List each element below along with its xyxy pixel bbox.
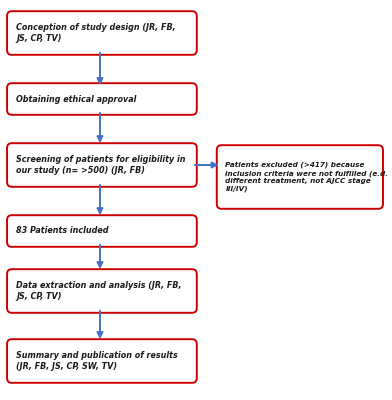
Text: Patients excluded (>417) because
inclusion criteria were not fulfilled (e.d.
dif: Patients excluded (>417) because inclusi… [225,162,388,192]
Text: Summary and publication of results
(JR, FB, JS, CP, SW, TV): Summary and publication of results (JR, … [16,351,178,371]
FancyBboxPatch shape [7,215,197,247]
FancyBboxPatch shape [7,83,197,115]
Text: 83 Patients included: 83 Patients included [16,226,109,236]
FancyBboxPatch shape [7,143,197,187]
FancyBboxPatch shape [217,145,383,209]
Text: Conception of study design (JR, FB,
JS, CP, TV): Conception of study design (JR, FB, JS, … [16,23,176,43]
Text: Obtaining ethical approval: Obtaining ethical approval [16,94,137,104]
FancyBboxPatch shape [7,269,197,313]
FancyBboxPatch shape [7,339,197,383]
FancyBboxPatch shape [7,11,197,55]
Text: Screening of patients for eligibility in
our study (n= >500) (JR, FB): Screening of patients for eligibility in… [16,155,186,175]
Text: Data extraction and analysis (JR, FB,
JS, CP, TV): Data extraction and analysis (JR, FB, JS… [16,281,182,301]
